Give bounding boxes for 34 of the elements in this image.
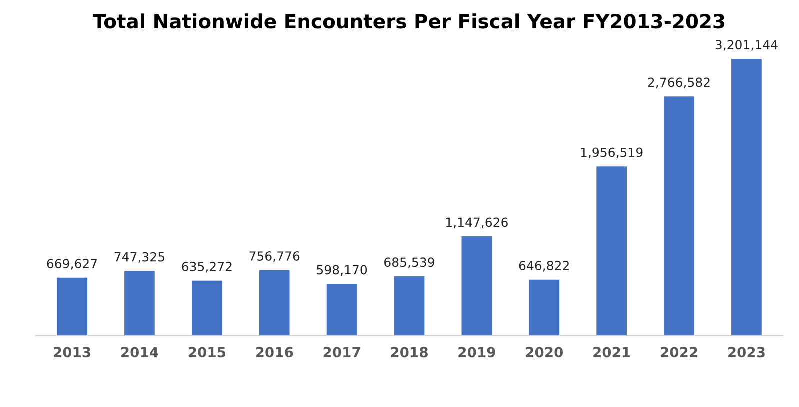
data-label: 756,776 (250, 252, 300, 262)
data-label: 747,325 (114, 252, 164, 264)
bar (596, 166, 627, 336)
bar (192, 280, 222, 336)
data-label: 685,539 (384, 258, 434, 268)
data-label: 635,272 (182, 262, 232, 273)
data-label: 1,147,626 (446, 218, 508, 228)
bar (664, 96, 694, 336)
x-tick-label: 2020 (526, 347, 564, 358)
bar (732, 59, 762, 336)
x-tick-label: 2018 (391, 347, 428, 358)
data-label: 669,627 (47, 259, 98, 270)
data-label: 1,956,519 (581, 148, 643, 159)
data-label: 2,766,582 (648, 78, 710, 88)
data-label: 3,201,144 (716, 40, 778, 51)
data-label: 646,822 (519, 261, 569, 272)
chart-title: Total Nationwide Encounters Per Fiscal Year FY2013-2023 (93, 14, 724, 29)
x-tick-label: 2016 (256, 347, 294, 358)
x-tick-label: 2014 (121, 347, 158, 358)
bar (394, 276, 425, 336)
x-tick-label: 2023 (728, 347, 765, 358)
bar (326, 284, 358, 336)
x-tick-label: 2013 (54, 347, 90, 358)
bar (57, 278, 88, 336)
x-tick-label: 2019 (458, 347, 496, 358)
x-tick-label: 2017 (324, 347, 360, 358)
x-tick-label: 2022 (661, 347, 698, 358)
bar (529, 280, 560, 336)
x-tick-label: 2021 (594, 347, 630, 358)
bar (462, 236, 492, 336)
bar (259, 270, 290, 336)
data-label: 598,170 (317, 265, 368, 276)
bar (124, 271, 155, 336)
x-tick-label: 2015 (188, 347, 226, 358)
